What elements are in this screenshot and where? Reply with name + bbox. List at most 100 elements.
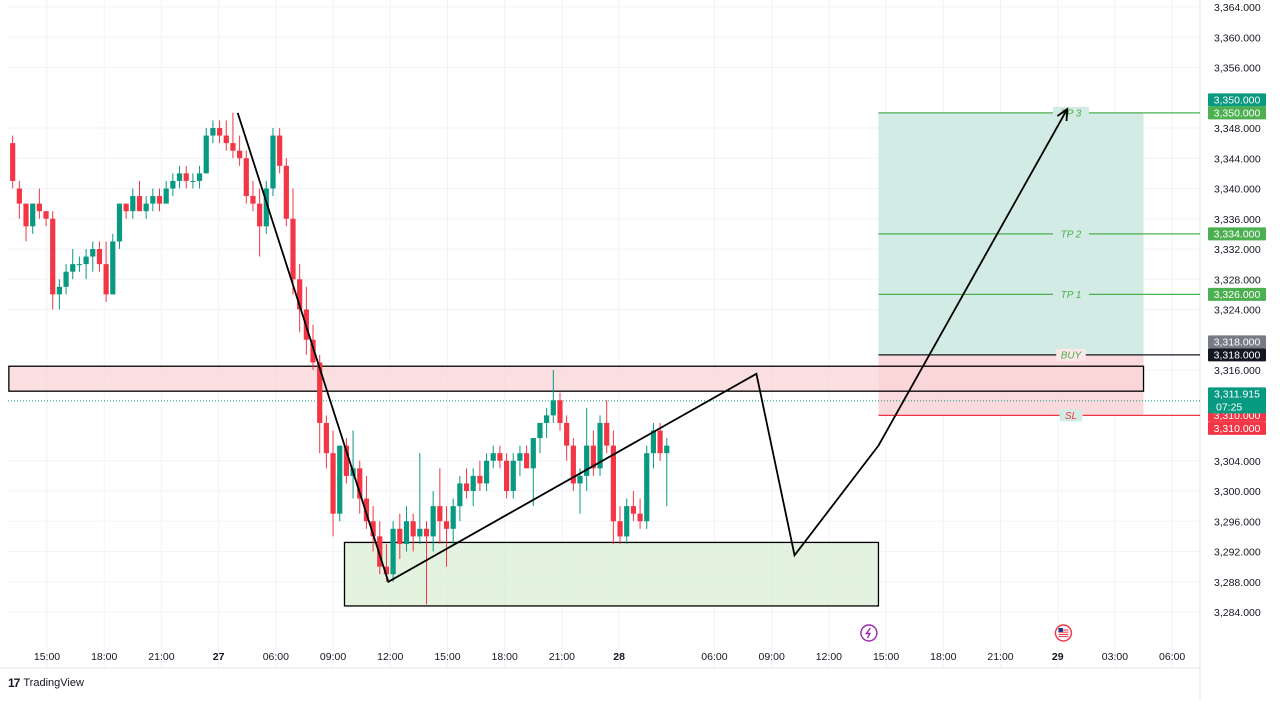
candle: [397, 513, 403, 560]
candle: [524, 445, 530, 469]
candle-body: [16, 188, 22, 204]
candle-body: [56, 286, 62, 295]
candle: [544, 407, 550, 439]
level-label-sl: SL: [1065, 411, 1077, 422]
candle-body: [483, 460, 490, 484]
candle: [203, 128, 209, 174]
level-label-buy: BUY: [1061, 350, 1083, 361]
price-tick-label: 3,336.000: [1214, 214, 1261, 226]
candle: [223, 120, 229, 151]
candle-body: [183, 173, 189, 181]
candle: [483, 453, 490, 491]
candle: [150, 188, 156, 212]
candle-body: [230, 143, 236, 151]
candle: [216, 120, 223, 144]
tradingview-logo[interactable]: 17 TradingView: [8, 676, 84, 690]
candle-body: [584, 445, 590, 476]
candle-body: [377, 536, 383, 567]
candle-body: [470, 475, 476, 491]
candle-body: [223, 135, 229, 144]
candle: [237, 135, 243, 166]
price-tag-tp-1: 3,326.000: [1208, 287, 1266, 301]
candle: [30, 203, 36, 234]
candle-body: [123, 203, 129, 212]
candle: [470, 468, 476, 507]
time-tick-label: 27: [213, 651, 225, 663]
candle: [263, 180, 269, 234]
candle: [116, 203, 123, 249]
candle: [630, 491, 637, 522]
candle-body: [143, 203, 149, 212]
candle-body: [604, 422, 610, 446]
projection-arrow-line: [877, 108, 1069, 447]
price-tag-current-text: 3,311.915: [1214, 388, 1260, 400]
candle-body: [450, 506, 456, 529]
candle: [183, 165, 189, 189]
price-tag-tp-3-bg: [1208, 106, 1266, 120]
candle-body: [203, 135, 209, 174]
candle-body: [510, 460, 516, 491]
candle-body: [403, 521, 410, 544]
candle: [557, 392, 563, 431]
level-label-tp-3: TP 3: [1061, 108, 1082, 119]
event-bolt: [865, 627, 872, 639]
candle-body: [570, 445, 576, 484]
candle: [503, 453, 510, 499]
time-tick-label: 29: [1052, 651, 1064, 663]
candle-body: [477, 475, 483, 484]
candle-body: [664, 445, 670, 454]
price-tag-secondary-text: 3,350.000: [1214, 94, 1261, 106]
candle: [277, 128, 283, 174]
candle: [617, 506, 623, 544]
support-zone-box: [343, 541, 880, 607]
candle-body: [617, 521, 623, 537]
price-tick-label: 3,324.000: [1214, 305, 1261, 317]
price-tag-secondary-bg: [1208, 335, 1266, 349]
resistance-zone-box: [8, 365, 1145, 392]
price-tag-secondary-text: 3,318.000: [1214, 336, 1261, 348]
candle: [644, 445, 650, 529]
candle: [156, 188, 163, 212]
price-tick-label: 3,364.000: [1214, 2, 1261, 14]
candle-body: [170, 180, 176, 189]
candle: [23, 203, 29, 242]
candle-body: [497, 453, 503, 461]
candle: [637, 498, 643, 529]
time-tick-label: 18:00: [930, 651, 956, 663]
candle-body: [50, 218, 56, 295]
candle-body: [36, 203, 42, 212]
candle: [450, 498, 456, 544]
candle: [664, 438, 670, 507]
candle-body: [383, 566, 390, 575]
candle-body: [343, 445, 349, 476]
price-tick-label: 3,292.000: [1214, 547, 1261, 559]
candle-body: [76, 264, 83, 266]
candle: [110, 233, 116, 295]
candle-body: [277, 135, 283, 166]
time-tick-label: 28: [613, 651, 625, 663]
level-label-bg: [1056, 348, 1086, 361]
us-flag-event-icon: [1054, 624, 1073, 642]
time-tick-label: 03:00: [1102, 651, 1128, 663]
candle-body: [517, 453, 523, 461]
price-tag-tp-3-text: 3,350.000: [1214, 107, 1261, 119]
candle-body: [297, 279, 303, 310]
candle-body: [524, 453, 530, 469]
price-tag-current-timer: 07:25: [1216, 401, 1242, 413]
candle: [170, 173, 176, 197]
time-tick-label: 21:00: [148, 651, 174, 663]
level-label-tp-1: TP 1: [1061, 290, 1082, 301]
candle-body: [430, 506, 436, 537]
candle-body: [370, 521, 376, 537]
candle-body: [163, 188, 169, 204]
time-tick-label: 12:00: [377, 651, 403, 663]
time-tick-label: 06:00: [1159, 651, 1185, 663]
time-tick-label: 18:00: [492, 651, 518, 663]
candle-body: [63, 271, 69, 287]
price-tag-secondary-bg: [1208, 421, 1266, 435]
candle: [143, 196, 149, 219]
price-tag-tp-2-text: 3,334.000: [1214, 228, 1261, 240]
price-tick-label: 3,288.000: [1214, 577, 1261, 589]
